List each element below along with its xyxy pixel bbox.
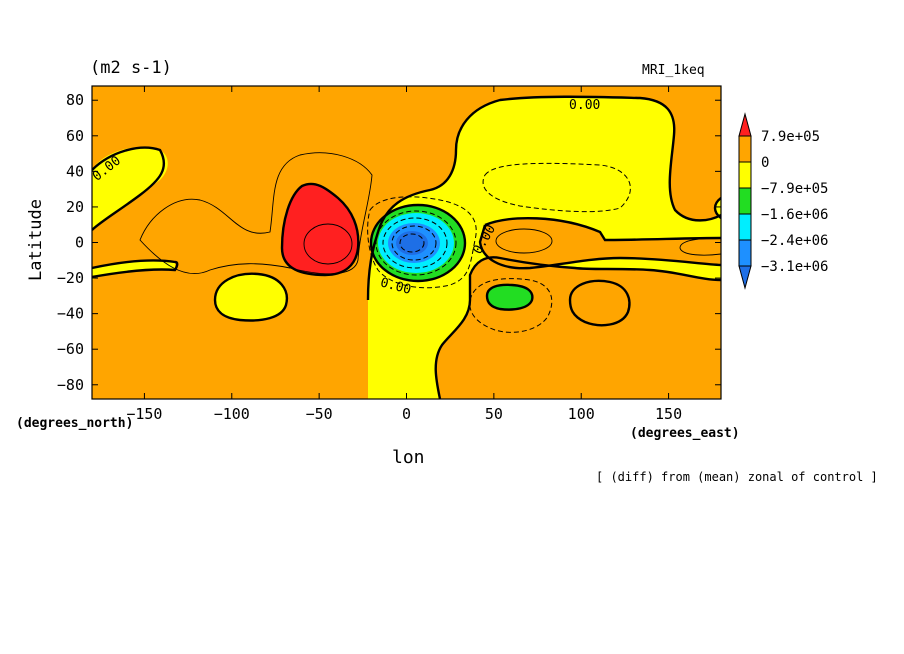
x-tick-label: 50: [485, 405, 503, 423]
zero-contour-east-blob-lower: [478, 224, 721, 270]
zero-contour-min: [369, 203, 467, 283]
negative-contour-min-1: [375, 210, 457, 276]
zero-contour-east-edge: [713, 197, 721, 219]
negative-contours: [367, 162, 631, 333]
negative-contour-min-4: [399, 233, 425, 253]
colorbar: 7.9e+05 0 −7.9e+05 −1.6e+06 −2.4e+06 −3.1e+06: [738, 112, 828, 290]
y-tick-label: −40: [57, 305, 84, 323]
model-label: MRI_1keq: [642, 63, 705, 78]
negative-contour-min-2: [382, 217, 448, 269]
colorbar-label: 0: [761, 155, 769, 171]
colorbar-box: [738, 135, 752, 163]
y-tick-label: 0: [75, 234, 84, 252]
zero-contour-west-top: [92, 146, 166, 231]
positive-contours: [139, 152, 721, 275]
zero-contour-se-blob: [568, 279, 631, 327]
fill-positive-east-blob: [480, 218, 721, 269]
x-tick-label: 150: [655, 405, 682, 423]
fill-positive-max: [282, 183, 359, 275]
x-tick-label: 0: [402, 405, 411, 423]
negative-contour-north-east: [482, 162, 631, 213]
y-tick-label: 40: [66, 162, 84, 180]
x-tick-label: 100: [568, 405, 595, 423]
x-axis-label: lon: [392, 447, 425, 468]
negative-contour-around-min: [367, 196, 477, 289]
units-label: (m2 s-1): [90, 58, 172, 78]
x-axis: −150 −100 −50 0 50 100 150: [126, 86, 682, 423]
zero-contours: [92, 95, 721, 399]
zero-contour-east-blob: [484, 217, 721, 242]
footnote: [ (diff) from (mean) zonal of control ]: [596, 470, 878, 484]
x-tick-label: −50: [306, 405, 333, 423]
zero-contour-west-band: [92, 259, 179, 279]
x-tick-label: −100: [214, 405, 250, 423]
fill-negative-west-blob: [215, 273, 287, 321]
colorbar-label: −3.1e+06: [761, 259, 828, 275]
colorbar-box: [738, 161, 752, 189]
zero-contour-west-blob: [213, 272, 289, 322]
y-tick-label: 20: [66, 198, 84, 216]
x-unit-label: (degrees_east): [630, 426, 740, 441]
negative-contour-min-3: [391, 225, 437, 261]
zero-contour-east: [434, 256, 721, 399]
colorbar-label: −1.6e+06: [761, 207, 828, 223]
positive-contour-east-edge: [679, 237, 721, 256]
colorbar-box: [738, 187, 752, 215]
positive-contour-max-inner: [303, 223, 353, 265]
positive-contour-east-inner: [495, 228, 553, 254]
colorbar-box: [738, 239, 752, 267]
y-tick-label: −20: [57, 269, 84, 287]
zero-contour-min-se: [485, 283, 534, 311]
colorbar-bottom-triangle: [738, 265, 752, 290]
y-unit-label: (degrees_north): [16, 416, 134, 431]
colorbar-label: 7.9e+05: [761, 129, 820, 145]
fill-positive-se-blob: [570, 280, 630, 326]
y-tick-label: 60: [66, 127, 84, 145]
y-axis: 80 60 40 20 0 −20 −40 −60 −80: [57, 91, 721, 394]
zero-contour-north: [376, 95, 721, 233]
positive-contour-west: [139, 152, 373, 275]
y-tick-label: −60: [57, 340, 84, 358]
x-tick-label: −150: [126, 405, 162, 423]
zero-contour-south: [366, 231, 380, 301]
colorbar-label: −7.9e+05: [761, 181, 828, 197]
fill-negative-west-top: [92, 146, 168, 230]
zero-contour-positive-max: [280, 182, 360, 277]
contour-label: 0.00: [569, 98, 600, 113]
fill-min-level-4: [396, 231, 428, 255]
contour-fills: [92, 86, 721, 399]
colorbar-top-triangle: [738, 112, 752, 137]
y-tick-label: 80: [66, 91, 84, 109]
fill-min-se: [487, 284, 533, 310]
colorbar-label: −2.4e+06: [761, 233, 828, 249]
colorbar-box: [738, 213, 752, 241]
y-tick-label: −80: [57, 376, 84, 394]
